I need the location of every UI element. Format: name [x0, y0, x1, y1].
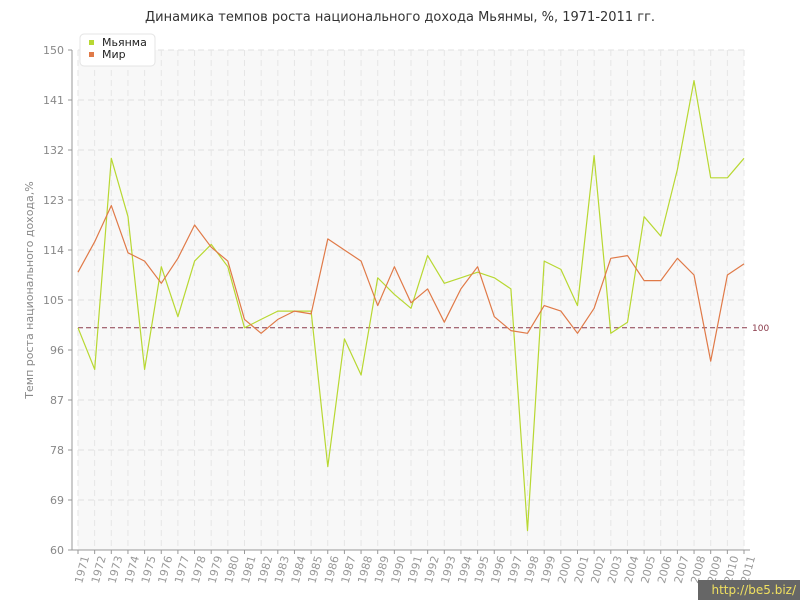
- grid-lines: [77, 49, 745, 551]
- y-tick-label: 141: [43, 94, 64, 107]
- legend-label-2: Мир: [102, 48, 126, 61]
- legend-label-1: Мьянма: [102, 36, 147, 49]
- series-group: [77, 79, 745, 532]
- series-line-1: [77, 79, 745, 532]
- legend-swatch-2: [89, 52, 94, 57]
- reference-line-label: 100: [752, 324, 769, 334]
- y-tick-label: 78: [50, 444, 64, 457]
- chart-title: Динамика темпов роста национального дохо…: [144, 10, 656, 25]
- y-tick-label: 123: [43, 194, 64, 207]
- y-tick-label: 105: [43, 294, 64, 307]
- y-tick-label: 132: [43, 144, 64, 157]
- y-tick-label: 87: [50, 394, 64, 407]
- y-axis-label: Темп роста национального дохода,%: [23, 181, 36, 399]
- y-ticks: 60 69 78 87 96 105 114 123 132 141 150: [43, 44, 72, 557]
- legend-swatch-1: [89, 40, 94, 45]
- y-tick-label: 150: [43, 44, 64, 57]
- x-ticks: 1971197219731974197519761977197819791980…: [72, 550, 758, 585]
- y-tick-label: 60: [50, 544, 64, 557]
- y-tick-label: 69: [50, 494, 64, 507]
- legend-box: [79, 33, 156, 67]
- series-line-2: [77, 205, 745, 362]
- y-tick-label: 114: [43, 244, 64, 257]
- y-tick-label: 96: [50, 344, 64, 357]
- watermark[interactable]: http://be5.biz/: [698, 580, 800, 600]
- reference-line-group: 100: [78, 324, 769, 334]
